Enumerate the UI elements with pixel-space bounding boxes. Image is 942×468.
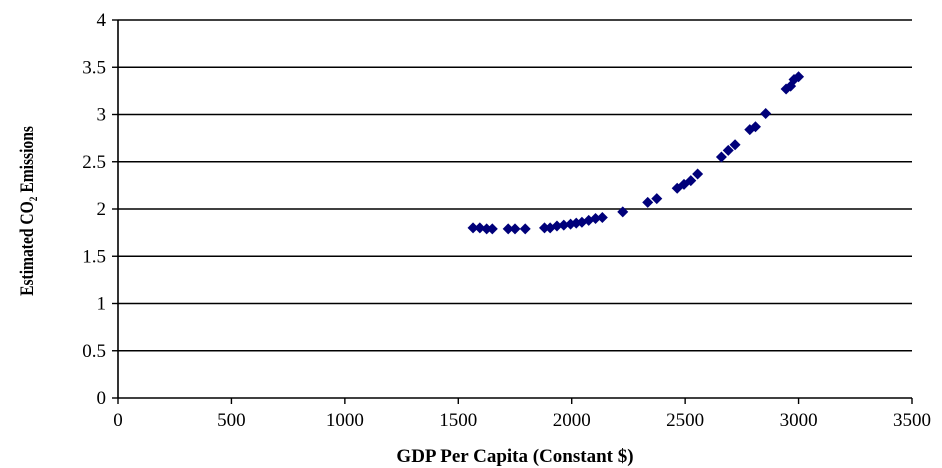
x-tick-label: 3000: [780, 410, 818, 431]
y-axis-title: Estimated CO₂ Emissions: [17, 126, 38, 296]
data-point: [467, 222, 479, 234]
y-tick-label: 1.5: [82, 246, 106, 267]
data-point: [749, 121, 761, 133]
data-point: [486, 223, 498, 235]
x-tick-label: 500: [217, 410, 246, 431]
data-point: [509, 223, 521, 235]
gridlines: [118, 19, 912, 352]
y-tick-label: 3.5: [82, 57, 106, 78]
x-tick-label: 2500: [666, 410, 704, 431]
data-point: [685, 175, 697, 187]
x-tick-label: 1500: [439, 410, 477, 431]
data-point: [474, 222, 486, 234]
x-axis-ticks: 0 500 1000 1500 2000 2500 3000 3500: [113, 398, 931, 431]
data-points: [467, 71, 805, 235]
data-point: [502, 223, 514, 235]
data-point: [642, 196, 654, 208]
x-tick-label: 1000: [326, 410, 364, 431]
x-tick-label: 3500: [893, 410, 931, 431]
x-tick-label: 2000: [553, 410, 591, 431]
y-tick-label: 1: [97, 294, 107, 315]
data-point: [692, 168, 704, 180]
data-point: [481, 223, 493, 235]
x-tick-label: 0: [113, 410, 123, 431]
data-point: [617, 206, 629, 218]
data-point: [596, 212, 608, 224]
data-point: [793, 71, 805, 83]
data-point: [651, 193, 663, 205]
data-point: [590, 212, 602, 224]
data-point: [519, 223, 531, 235]
y-tick-label: 0.5: [82, 341, 106, 362]
y-tick-label: 2: [97, 199, 107, 220]
data-point: [729, 139, 741, 151]
data-point: [760, 108, 772, 120]
y-tick-label: 4: [97, 10, 107, 31]
x-axis-title: GDP Per Capita (Constant $): [396, 446, 633, 467]
data-point: [538, 222, 550, 234]
y-tick-label: 0: [97, 388, 107, 409]
data-point: [551, 220, 563, 232]
y-tick-label: 2.5: [82, 152, 106, 173]
data-point: [722, 144, 734, 156]
data-point: [558, 219, 570, 231]
y-axis-ticks: 0 0.5 1 1.5 2 2.5 3 3.5 4: [82, 10, 118, 409]
y-tick-label: 3: [97, 105, 107, 126]
data-point: [715, 151, 727, 163]
